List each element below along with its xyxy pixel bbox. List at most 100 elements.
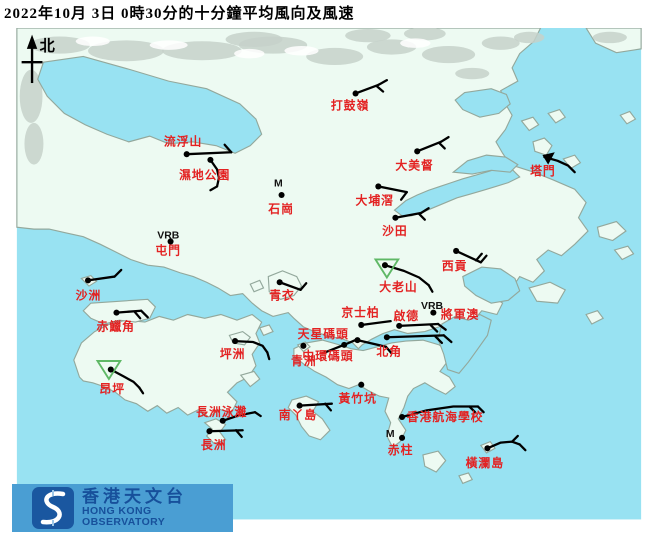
wind-barb [223, 143, 233, 154]
wind-barb [518, 443, 527, 452]
landmass [258, 324, 274, 337]
wind-barb [436, 322, 447, 331]
wind-barb [510, 434, 519, 443]
map-geography [16, 28, 642, 520]
station-dot [375, 183, 382, 190]
wind-barb [486, 440, 521, 450]
urban-texture [306, 47, 364, 65]
wind-barb [419, 207, 430, 215]
station-label: 西貢 [442, 259, 468, 273]
urban-texture [88, 40, 164, 62]
wind-barb [356, 338, 388, 348]
wind-barb [233, 339, 269, 354]
north-arrow-head [26, 34, 38, 49]
wind-barb [474, 252, 483, 262]
page-title: 2022年10月 3日 0時30分的十分鐘平均風向及風速 [0, 0, 658, 28]
bay-water [37, 55, 263, 154]
wind-barb [400, 405, 480, 419]
wind-barb [360, 320, 392, 327]
station-dot [296, 402, 303, 409]
station-label: 昂坪 [99, 382, 125, 396]
station-dot [183, 151, 190, 158]
wind-barb [476, 405, 485, 414]
wind-barb [439, 135, 450, 143]
urban-texture [19, 69, 43, 123]
landmass [547, 108, 567, 124]
hko-logo-icon [32, 487, 74, 529]
bay-water [454, 88, 511, 118]
wind-barb [354, 83, 380, 95]
station-dot [396, 322, 403, 329]
bay-water [451, 154, 519, 175]
landmass [528, 281, 567, 304]
wind-barb [140, 309, 149, 319]
station-dot [358, 321, 365, 328]
landmass [619, 110, 637, 125]
station-label: 屯門 [155, 244, 181, 258]
bay-water [462, 266, 521, 304]
station-dot [207, 156, 214, 163]
station-label: 塔門 [530, 164, 556, 178]
station-label: 橫瀾島 [466, 456, 504, 470]
landmass [613, 245, 635, 261]
station-marker: VRB [421, 301, 443, 312]
wind-barb [209, 158, 221, 188]
station-label: 南丫島 [279, 408, 317, 422]
station-dot [232, 338, 239, 345]
station-label: 黃竹坑 [337, 392, 376, 406]
station-dot [107, 366, 114, 373]
wind-barb [185, 151, 233, 156]
landmass [422, 450, 447, 473]
station-dot [484, 445, 491, 452]
landmass [249, 279, 265, 293]
wind-barb [324, 402, 333, 412]
wind-barb [429, 323, 439, 333]
station-dot [352, 90, 359, 97]
station-marker: VRB [157, 231, 179, 242]
urban-texture [400, 38, 431, 48]
logo-s-swirl [40, 491, 66, 525]
station-dot [113, 309, 120, 316]
north-label: 北 [40, 38, 56, 55]
station-label: 大老山 [379, 280, 417, 294]
station-dot [453, 247, 460, 254]
station-dot [167, 238, 174, 245]
station-label: 啟德 [394, 309, 420, 323]
station-label: 青衣 [269, 288, 295, 302]
triangle-symbol [95, 360, 123, 381]
station-label: 大美督 [395, 158, 433, 172]
urban-texture [29, 36, 90, 54]
station-label: 京士柏 [341, 305, 379, 319]
wind-barb [437, 141, 446, 150]
wind-barb [209, 185, 219, 192]
station-dot [399, 434, 406, 441]
landmass [239, 370, 261, 388]
wind-barb [377, 79, 389, 87]
station-dot [383, 334, 390, 341]
station-label: 長洲 [201, 438, 227, 452]
wind-barb [399, 190, 408, 201]
wind-arrow-head [542, 152, 555, 165]
urban-texture [234, 48, 265, 59]
urban-texture [421, 46, 476, 64]
station-dot [341, 341, 348, 348]
wind-barb [115, 309, 143, 314]
wind-barb [375, 84, 385, 93]
station-label: 石崗 [267, 202, 294, 216]
station-dot [206, 428, 213, 435]
wind-barb [385, 334, 445, 339]
wind-barb [427, 283, 434, 293]
landmass [596, 220, 627, 242]
station-label: 長洲泳灘 [196, 405, 247, 419]
urban-texture [345, 28, 391, 43]
station-dot [219, 417, 226, 424]
wind-barb [479, 254, 488, 264]
urban-texture [592, 31, 627, 44]
wind-barb [234, 429, 243, 439]
station-dot [392, 214, 399, 221]
wind-barb [394, 211, 423, 219]
wind-barb [442, 334, 453, 344]
landmass [520, 116, 540, 132]
